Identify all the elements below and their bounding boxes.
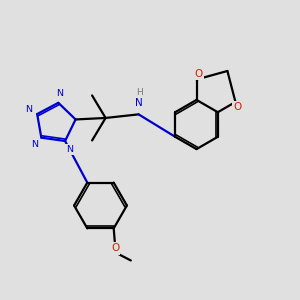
Text: O: O [111,244,119,254]
Text: H: H [136,88,142,97]
Text: N: N [66,145,73,154]
Text: N: N [56,89,63,98]
Text: N: N [25,105,32,114]
Text: O: O [194,69,203,79]
Text: O: O [233,102,242,112]
Text: N: N [135,98,143,108]
Text: N: N [31,140,38,149]
